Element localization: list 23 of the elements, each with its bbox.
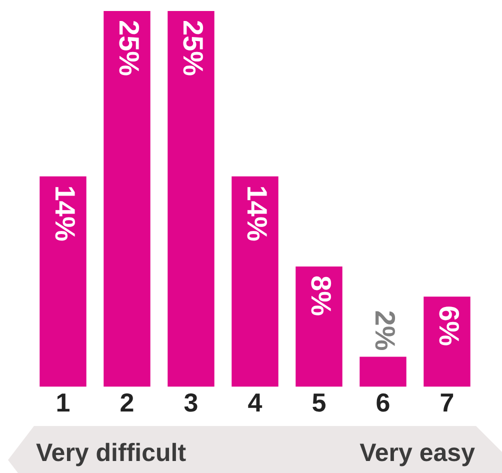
text: Very easy: [360, 439, 475, 467]
bar: [424, 296, 470, 387]
bar: [104, 11, 150, 387]
x-tick-label: 7: [440, 388, 454, 418]
x-tick-label: 1: [56, 388, 70, 418]
data-label: 14%: [49, 185, 80, 242]
data-label: 14%: [241, 185, 272, 242]
data-label: 25%: [113, 20, 144, 76]
x-tick-label: 4: [248, 388, 263, 418]
data-label: 25%: [177, 20, 208, 76]
data-label: 2%: [369, 310, 400, 351]
x-tick-label: 2: [120, 388, 134, 418]
data-label: 8%: [305, 276, 336, 316]
bar: [168, 11, 214, 387]
bar: [40, 176, 86, 387]
bar: [232, 176, 278, 387]
data-label: 6%: [433, 306, 464, 346]
text: Very difficult: [36, 439, 186, 467]
bar: [360, 356, 406, 387]
bar: [296, 266, 342, 387]
x-tick-label: 3: [184, 388, 198, 418]
x-tick-label: 6: [376, 388, 390, 418]
x-tick-label: 5: [312, 388, 326, 418]
